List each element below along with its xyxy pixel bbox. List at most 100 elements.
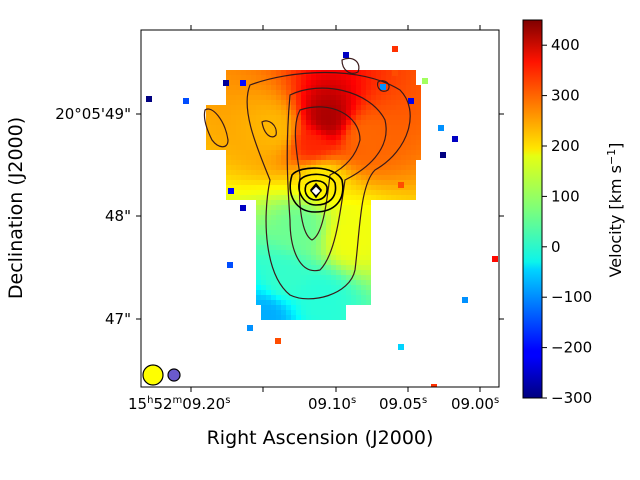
velocity-pixel <box>341 115 346 120</box>
velocity-pixel <box>366 135 371 140</box>
velocity-pixel <box>246 150 251 155</box>
velocity-pixel <box>256 160 261 165</box>
velocity-pixel <box>371 95 376 100</box>
velocity-pixel <box>341 275 346 280</box>
velocity-pixel <box>366 70 371 75</box>
velocity-pixel <box>266 165 271 170</box>
velocity-pixel <box>216 120 221 125</box>
velocity-pixel <box>271 230 276 235</box>
velocity-pixel <box>376 95 381 100</box>
contour-1 <box>286 87 387 272</box>
velocity-pixel <box>251 150 256 155</box>
velocity-pixel <box>366 90 371 95</box>
velocity-pixel <box>276 210 281 215</box>
velocity-pixel <box>386 130 391 135</box>
velocity-pixel <box>361 285 366 290</box>
velocity-pixel <box>351 200 356 205</box>
velocity-pixel <box>331 145 336 150</box>
velocity-pixel <box>341 205 346 210</box>
velocity-pixel <box>266 105 271 110</box>
velocity-pixel <box>326 300 331 305</box>
velocity-pixel <box>316 115 321 120</box>
velocity-pixel <box>401 130 406 135</box>
velocity-pixel <box>286 100 291 105</box>
velocity-pixel <box>316 90 321 95</box>
velocity-pixel <box>346 275 351 280</box>
velocity-pixel <box>361 175 366 180</box>
velocity-pixel <box>321 290 326 295</box>
velocity-pixel <box>376 185 381 190</box>
velocity-pixel <box>381 195 386 200</box>
velocity-pixel <box>386 155 391 160</box>
velocity-pixel <box>321 95 326 100</box>
velocity-pixel <box>391 95 396 100</box>
velocity-pixel <box>356 135 361 140</box>
velocity-pixel <box>346 120 351 125</box>
velocity-pixel <box>321 125 326 130</box>
velocity-pixel <box>356 140 361 145</box>
velocity-pixel <box>346 250 351 255</box>
velocity-pixel <box>336 150 341 155</box>
velocity-pixel <box>336 130 341 135</box>
velocity-pixel <box>376 70 381 75</box>
velocity-pixel <box>386 75 391 80</box>
velocity-pixel <box>261 90 266 95</box>
velocity-pixel <box>236 100 241 105</box>
velocity-pixel <box>406 165 411 170</box>
velocity-pixel <box>326 245 331 250</box>
velocity-pixel <box>276 110 281 115</box>
velocity-pixel <box>391 130 396 135</box>
velocity-pixel <box>366 130 371 135</box>
velocity-pixel <box>286 270 291 275</box>
velocity-pixel <box>256 210 261 215</box>
velocity-pixel <box>216 115 221 120</box>
velocity-pixel <box>276 115 281 120</box>
velocity-pixel <box>256 135 261 140</box>
velocity-pixel <box>326 170 331 175</box>
velocity-pixel <box>331 100 336 105</box>
velocity-pixel <box>296 245 301 250</box>
velocity-pixel <box>226 150 231 155</box>
velocity-pixel <box>286 205 291 210</box>
velocity-pixel <box>371 180 376 185</box>
velocity-pixel <box>411 95 416 100</box>
velocity-pixel <box>462 297 468 303</box>
velocity-pixel <box>266 110 271 115</box>
velocity-pixel <box>286 160 291 165</box>
velocity-pixel <box>246 135 251 140</box>
velocity-pixel <box>361 160 366 165</box>
velocity-pixel <box>271 155 276 160</box>
velocity-pixel <box>231 125 236 130</box>
velocity-pixel <box>251 75 256 80</box>
velocity-pixel <box>221 115 226 120</box>
velocity-pixel <box>376 170 381 175</box>
velocity-pixel <box>281 290 286 295</box>
velocity-pixel <box>236 105 241 110</box>
velocity-pixel <box>366 80 371 85</box>
velocity-pixel <box>356 160 361 165</box>
velocity-pixel <box>321 145 326 150</box>
velocity-pixel <box>241 90 246 95</box>
velocity-pixel <box>356 215 361 220</box>
velocity-pixel <box>401 120 406 125</box>
velocity-pixel <box>281 310 286 315</box>
velocity-pixel <box>206 120 211 125</box>
velocity-pixel <box>311 195 316 200</box>
velocity-pixel <box>281 70 286 75</box>
velocity-pixel <box>351 145 356 150</box>
velocity-pixel <box>236 135 241 140</box>
velocity-pixel <box>326 265 331 270</box>
velocity-pixel <box>331 155 336 160</box>
velocity-map <box>146 46 498 387</box>
velocity-pixel <box>341 165 346 170</box>
velocity-pixel <box>326 205 331 210</box>
velocity-pixel <box>236 170 241 175</box>
velocity-pixel <box>306 230 311 235</box>
velocity-pixel <box>301 305 306 310</box>
velocity-pixel <box>266 290 271 295</box>
velocity-pixel <box>276 180 281 185</box>
velocity-pixel <box>291 180 296 185</box>
velocity-pixel <box>296 270 301 275</box>
velocity-pixel <box>306 80 311 85</box>
